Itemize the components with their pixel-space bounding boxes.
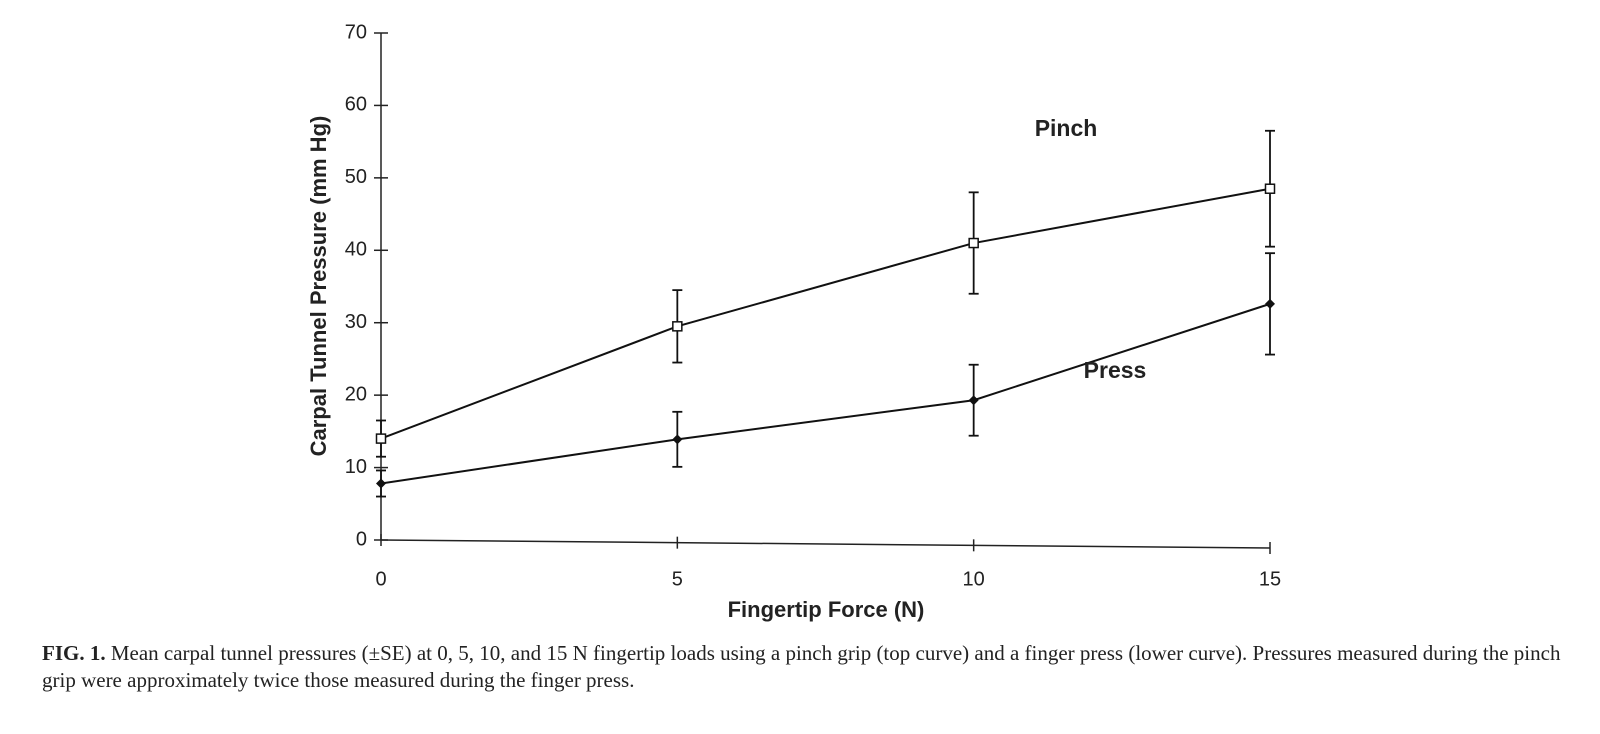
y-tick-label: 40 — [345, 239, 367, 261]
y-tick-label: 70 — [345, 21, 367, 43]
caption: FIG. 1. Mean carpal tunnel pressures (±S… — [42, 640, 1572, 694]
chart: Fingertip Force (N) Carpal Tunnel Pressu… — [306, 21, 1281, 622]
y-tick-label: 10 — [345, 456, 367, 478]
x-tick-label: 10 — [963, 568, 985, 590]
marker — [672, 434, 683, 445]
marker — [376, 478, 386, 489]
y-tick-label: 50 — [345, 166, 367, 188]
y-tick-label: 0 — [356, 528, 367, 550]
marker — [1265, 298, 1275, 309]
caption-label: FIG. 1. — [42, 641, 106, 665]
x-tick-label: 5 — [672, 568, 683, 590]
marker — [968, 395, 979, 406]
x-tick-label: 15 — [1259, 568, 1281, 590]
y-tick-label: 30 — [345, 311, 367, 333]
marker — [672, 321, 683, 332]
marker — [968, 237, 979, 249]
x-axis-title: Fingertip Force (N) — [728, 597, 925, 622]
y-tick-label: 20 — [345, 383, 367, 405]
caption-text: Mean carpal tunnel pressures (±SE) at 0,… — [42, 641, 1561, 692]
series-line — [380, 302, 1271, 485]
series-line — [380, 187, 1271, 440]
marker — [375, 433, 387, 444]
y-axis-title: Carpal Tunnel Pressure (mm Hg) — [306, 116, 331, 457]
x-tick-label: 0 — [375, 568, 386, 590]
marker — [1264, 183, 1276, 194]
x-axis — [380, 539, 1271, 549]
y-tick-label: 60 — [345, 94, 367, 116]
series-label: Pinch — [1035, 115, 1098, 141]
series-label: Press — [1084, 357, 1147, 383]
